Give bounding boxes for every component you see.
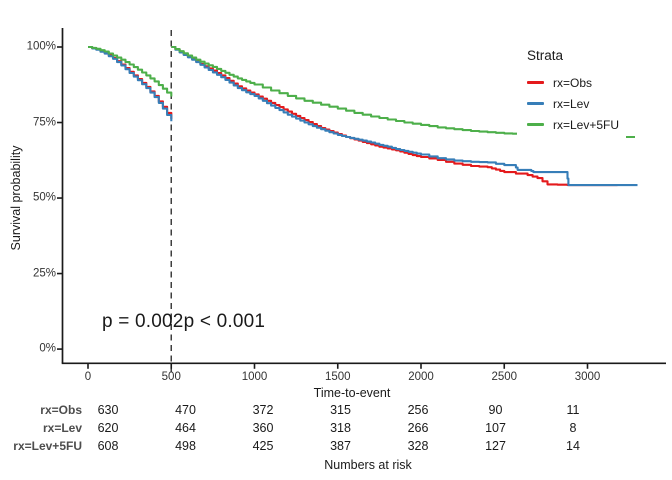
risk-count: 266 [407, 421, 429, 435]
legend-item-label-rx-lev5fu: rx=Lev+5FU [553, 117, 620, 132]
x-tick-label: 2500 [491, 371, 518, 383]
risk-count: 315 [330, 403, 351, 417]
risk-count: 464 [175, 421, 196, 435]
risk-row-label: rx=Lev [42, 421, 82, 435]
risk-count: 14 [566, 439, 580, 453]
legend-item-rx-lev5fu: rx=Lev+5FU [527, 114, 626, 135]
p-value-annotation: p = 0.002p < 0.001 [102, 311, 265, 333]
risk-count: 620 [97, 421, 119, 435]
risk-count: 107 [485, 421, 506, 435]
risk-count: 256 [407, 403, 429, 417]
survival-curve-rx-lev-segment-2 [171, 45, 638, 187]
risk-count: 608 [97, 439, 119, 453]
x-tick-label: 1000 [241, 371, 268, 383]
p-value-logrank-2: p < 0.001 [183, 311, 266, 332]
x-tick-label: 3000 [574, 371, 601, 383]
risk-count: 470 [175, 403, 196, 417]
survival-curve-rx-lev-5fu-segment-1 [88, 45, 173, 97]
x-axis-title: Time-to-event [313, 386, 391, 400]
survival-curve-rx-lev-segment-1 [88, 45, 173, 122]
risk-count: 11 [566, 403, 580, 417]
risk-count: 8 [569, 421, 577, 435]
y-tick-label: 100% [26, 40, 56, 53]
risk-count: 387 [330, 439, 351, 453]
risk-count: 425 [252, 439, 274, 453]
y-tick-label: 25% [32, 267, 56, 280]
x-tick-label: 500 [161, 371, 181, 383]
legend-item-label-rx-obs: rx=Obs [553, 75, 593, 90]
legend-item-label-rx-lev: rx=Lev [553, 96, 590, 111]
risk-count: 372 [252, 403, 274, 417]
risk-count: 90 [488, 403, 503, 417]
y-tick-label: 75% [32, 116, 56, 129]
legend-title: Strata [527, 48, 564, 63]
risk-count: 318 [330, 421, 351, 435]
risk-count: 360 [252, 421, 274, 435]
risk-count: 127 [485, 439, 506, 453]
strata-legend: Strata rx=Obs rx=Lev rx=Lev+5FU [517, 44, 626, 140]
legend-line-swatch-rx-lev [527, 102, 544, 105]
y-tick-label: 0% [39, 342, 56, 355]
legend-item-rx-obs: rx=Obs [527, 72, 626, 93]
legend-line-swatch-rx-lev5fu [527, 123, 544, 126]
p-value-logrank-1: p = 0.002 [102, 311, 184, 332]
y-tick-label: 50% [32, 191, 56, 204]
x-tick-label: 0 [84, 371, 92, 383]
risk-count: 498 [175, 439, 196, 453]
x-tick-label: 1500 [324, 371, 351, 383]
x-tick-label: 2000 [408, 371, 434, 383]
risk-count: 630 [97, 403, 119, 417]
legend-line-swatch-rx-obs [527, 81, 544, 84]
numbers-at-risk-footer: Numbers at risk [324, 458, 412, 472]
legend-item-rx-lev: rx=Lev [527, 93, 626, 114]
risk-count: 328 [407, 439, 429, 453]
risk-row-label: rx=Lev+5FU [13, 439, 82, 453]
risk-row-label: rx=Obs [40, 403, 82, 417]
